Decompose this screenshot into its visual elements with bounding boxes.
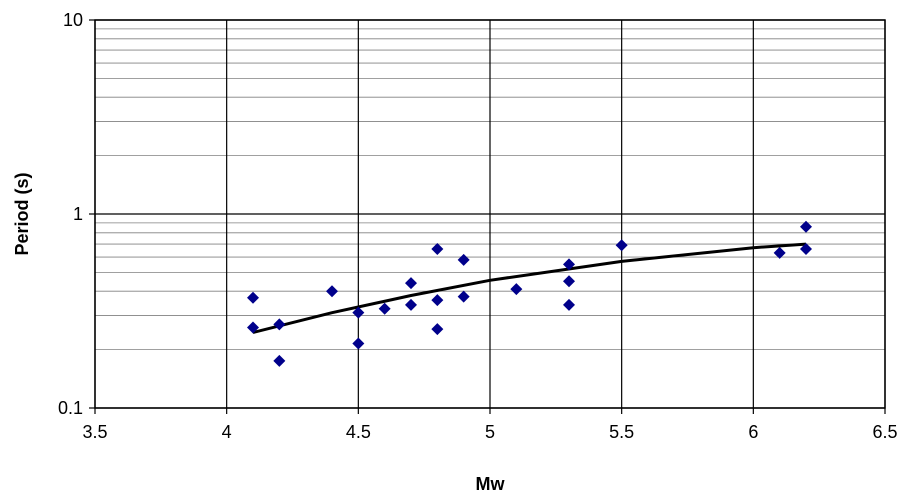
x-axis-ticks: 3.5 4 4.5 5 5.5 6 6.5: [82, 408, 898, 442]
data-point: [247, 291, 259, 304]
data-point: [405, 298, 417, 311]
data-point: [431, 294, 444, 307]
trend-line: [252, 242, 807, 334]
grid: [94, 19, 886, 409]
data-point: [615, 239, 628, 252]
data-point: [800, 243, 812, 256]
data-point: [563, 298, 575, 311]
data-point: [431, 323, 444, 336]
data-point: [273, 318, 286, 331]
data-point: [431, 243, 444, 256]
data-point: [563, 275, 575, 288]
data-point: [273, 354, 286, 367]
x-tick-label: 5.5: [609, 422, 634, 442]
trend-line-path: [252, 242, 807, 334]
data-point: [457, 290, 470, 303]
data-point: [352, 337, 365, 350]
y-tick-label: 10: [63, 10, 83, 30]
x-tick-label: 3.5: [82, 422, 107, 442]
x-axis-title: Mw: [476, 474, 506, 494]
data-point: [563, 258, 575, 271]
x-tick-label: 4: [222, 422, 232, 442]
y-tick-label: 1: [73, 204, 83, 224]
data-point: [800, 220, 812, 233]
data-point: [247, 321, 259, 334]
data-point: [457, 253, 470, 266]
y-axis-title: Period (s): [12, 172, 32, 255]
data-point: [378, 302, 391, 315]
y-axis-ticks: 0.1 1 10: [58, 10, 95, 418]
y-tick-label: 0.1: [58, 398, 83, 418]
data-point: [405, 277, 417, 290]
data-point: [326, 285, 338, 298]
x-tick-label: 6.5: [872, 422, 897, 442]
x-tick-label: 5: [485, 422, 495, 442]
x-tick-label: 4.5: [346, 422, 371, 442]
data-points: [247, 220, 812, 367]
data-point: [352, 306, 365, 319]
x-tick-label: 6: [748, 422, 758, 442]
data-point: [773, 246, 786, 259]
data-point: [510, 283, 523, 296]
